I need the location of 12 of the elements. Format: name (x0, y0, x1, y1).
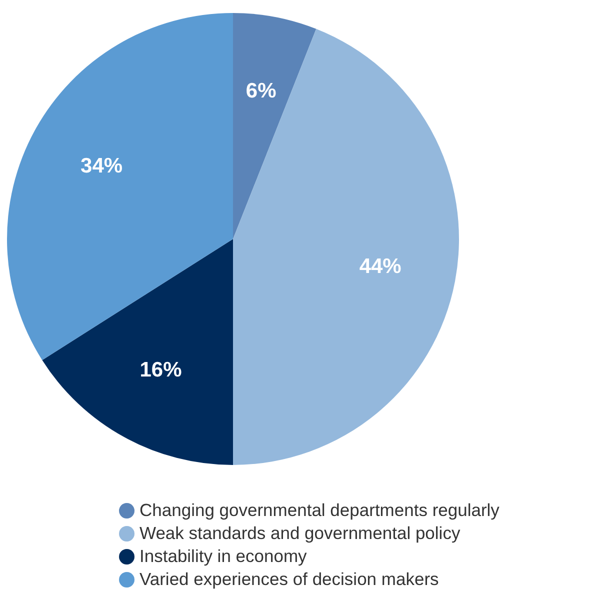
pie-slice (7, 13, 233, 360)
data-label: 44% (359, 255, 402, 278)
pie-slice (42, 239, 233, 465)
data-label: 6% (246, 80, 277, 103)
data-label: 16% (140, 358, 182, 382)
pie-slice (233, 13, 316, 239)
data-label: 34% (80, 154, 123, 178)
legend-label: Varied experiences of decision makers (140, 568, 440, 589)
pie-slice (233, 28, 459, 465)
legend-label: Changing governmental departments regularly (140, 500, 500, 520)
legend-label: Instability in economy (140, 546, 308, 566)
legend-label: Weak standards and governmental policy (140, 522, 460, 543)
